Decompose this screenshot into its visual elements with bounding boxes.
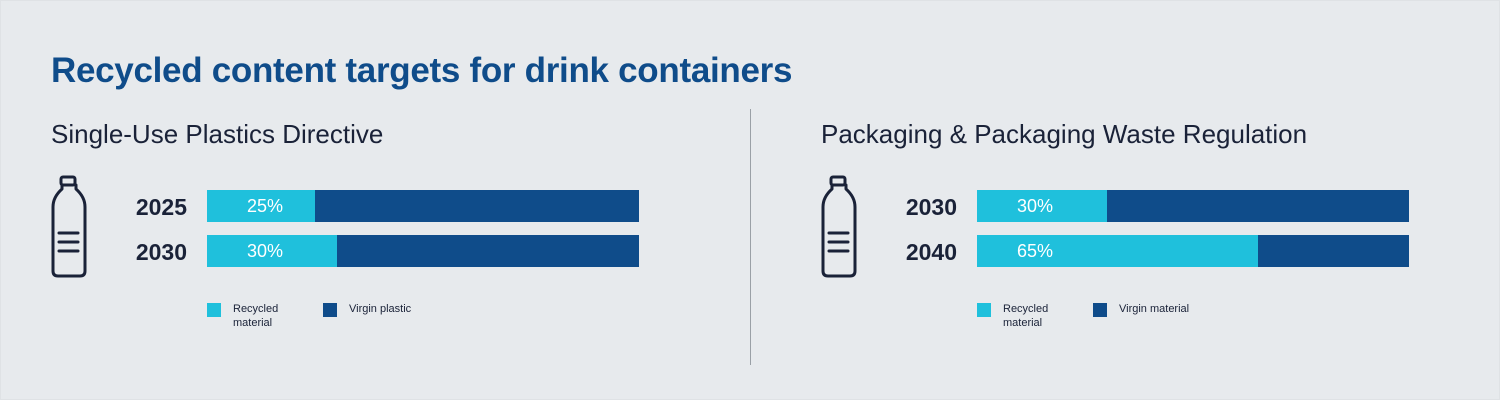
bottle-icon <box>821 175 857 284</box>
chart-single-use-plastics: Single-Use Plastics Directive 2025 25% 2030… <box>1 1 701 399</box>
data-label: 30% <box>1016 196 1054 216</box>
chart-title: Packaging & Packaging Waste Regulation <box>821 119 1308 149</box>
legend-swatch <box>323 303 337 317</box>
legend-label: Virgin plastic <box>349 303 412 315</box>
bottle-icon <box>51 175 87 284</box>
bar-recycled <box>977 190 1107 222</box>
data-label: 30% <box>246 241 284 261</box>
legend-label: Recycled material <box>233 303 279 329</box>
legend-label: Recycled material <box>1003 303 1049 329</box>
legend-swatch <box>207 303 221 317</box>
year-label: 2025 <box>135 194 187 220</box>
bar-recycled <box>207 190 315 222</box>
data-label: 25% <box>246 196 284 216</box>
year-label: 2030 <box>135 239 187 265</box>
year-label: 2030 <box>905 194 957 220</box>
chart-title: Single-Use Plastics Directive <box>51 119 384 149</box>
chart-ppwr: Packaging & Packaging Waste Regulation 20… <box>771 1 1471 399</box>
bar-virgin: 30% <box>977 190 1409 222</box>
bar-virgin: 30% <box>207 235 639 267</box>
bar-recycled <box>977 235 1258 267</box>
bar-virgin: 25% <box>207 190 639 222</box>
legend-swatch <box>1093 303 1107 317</box>
bar-recycled <box>207 235 337 267</box>
legend-label: Virgin material <box>1119 303 1190 315</box>
data-label: 65% <box>1016 241 1054 261</box>
year-label: 2040 <box>905 239 957 265</box>
page-title: Recycled content targets for drink conta… <box>51 51 793 90</box>
legend-swatch <box>977 303 991 317</box>
bar-virgin: 65% <box>977 235 1409 267</box>
divider <box>750 109 751 365</box>
